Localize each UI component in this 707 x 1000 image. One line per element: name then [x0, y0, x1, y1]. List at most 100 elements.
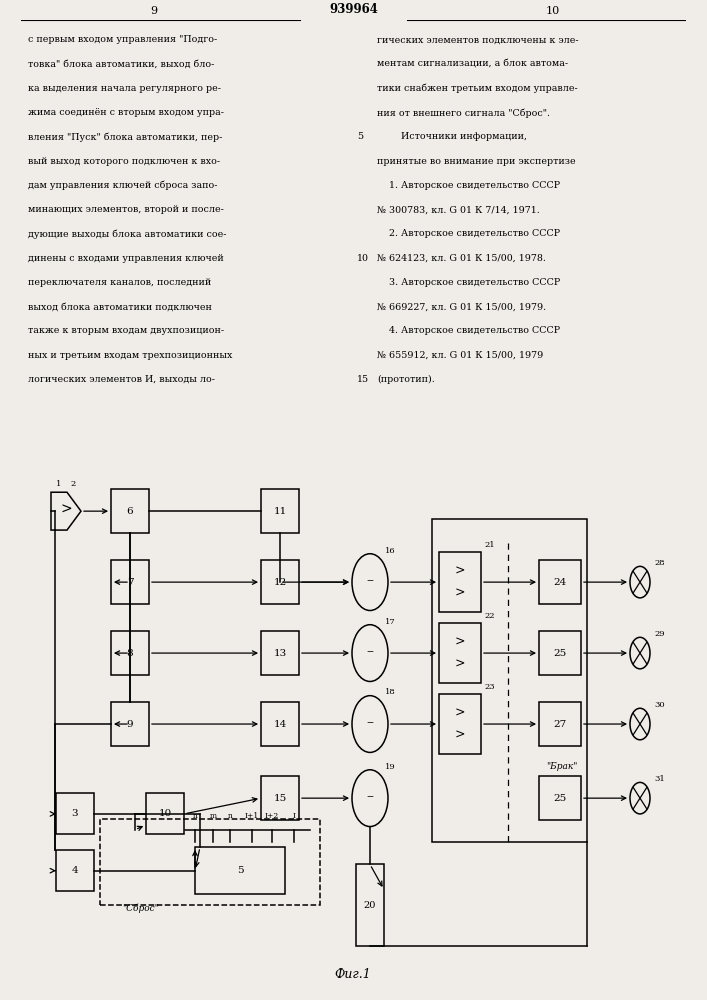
Bar: [111, 631, 149, 675]
Bar: [539, 560, 581, 604]
Text: 10: 10: [158, 809, 172, 818]
Text: 10: 10: [357, 254, 369, 263]
Text: >: >: [455, 587, 465, 600]
Text: I+2: I+2: [265, 812, 279, 820]
Bar: [539, 702, 581, 746]
Text: жима соединён с вторым входом упра-: жима соединён с вторым входом упра-: [28, 108, 224, 117]
Text: >: >: [60, 503, 72, 517]
Text: n: n: [228, 812, 233, 820]
Text: 22: 22: [484, 612, 494, 620]
Text: ка выделения начала регулярного ре-: ка выделения начала регулярного ре-: [28, 84, 221, 93]
Text: (прототип).: (прототип).: [377, 375, 435, 384]
Text: № 669227, кл. G 01 К 15/00, 1979.: № 669227, кл. G 01 К 15/00, 1979.: [377, 302, 546, 311]
Bar: [56, 850, 94, 891]
Text: 21: 21: [484, 541, 495, 549]
Text: с первым входом управления "Подго-: с первым входом управления "Подго-: [28, 35, 217, 44]
Text: 15: 15: [274, 794, 286, 803]
Text: 20: 20: [364, 901, 376, 910]
Text: 1. Авторское свидетельство СССР: 1. Авторское свидетельство СССР: [377, 181, 560, 190]
Bar: [539, 631, 581, 675]
Text: 14: 14: [274, 720, 286, 729]
Text: 10: 10: [546, 6, 560, 16]
Text: "Сброс": "Сброс": [122, 904, 158, 913]
Text: –: –: [366, 574, 373, 588]
Text: 16: 16: [385, 547, 395, 555]
Bar: [195, 847, 285, 894]
Text: 5: 5: [357, 132, 363, 141]
Text: 9: 9: [151, 6, 158, 16]
Text: ных и третьим входам трехпозиционных: ных и третьим входам трехпозиционных: [28, 351, 232, 360]
Text: 27: 27: [554, 720, 566, 729]
Text: –: –: [366, 645, 373, 658]
Text: 3. Авторское свидетельство СССР: 3. Авторское свидетельство СССР: [377, 278, 560, 287]
Text: 2. Авторское свидетельство СССР: 2. Авторское свидетельство СССР: [377, 229, 560, 238]
Bar: [261, 702, 299, 746]
Text: вления "Пуск" блока автоматики, пер-: вления "Пуск" блока автоматики, пер-: [28, 132, 222, 142]
Bar: [111, 702, 149, 746]
Text: ментам сигнализации, а блок автома-: ментам сигнализации, а блок автома-: [377, 60, 568, 69]
Text: дующие выходы блока автоматики сое-: дующие выходы блока автоматики сое-: [28, 229, 226, 239]
Text: 13: 13: [274, 649, 286, 658]
Bar: [146, 793, 184, 834]
Text: 17: 17: [385, 618, 395, 626]
Text: ния от внешнего сигнала "Сброс".: ния от внешнего сигнала "Сброс".: [377, 108, 550, 118]
Text: Источники информации,: Источники информации,: [377, 132, 527, 141]
Text: 12: 12: [274, 578, 286, 587]
Text: 19: 19: [385, 763, 395, 771]
Text: >: >: [455, 706, 465, 720]
Text: № 655912, кл. G 01 К 15/00, 1979: № 655912, кл. G 01 К 15/00, 1979: [377, 351, 543, 360]
Bar: [432, 519, 587, 842]
Text: товка" блока автоматики, выход бло-: товка" блока автоматики, выход бло-: [28, 60, 214, 69]
Text: динены с входами управления ключей: динены с входами управления ключей: [28, 254, 223, 263]
Text: 29: 29: [654, 630, 665, 638]
Text: 9: 9: [127, 720, 134, 729]
Text: 31: 31: [654, 775, 665, 783]
Bar: [100, 819, 320, 905]
Text: 28: 28: [654, 559, 665, 567]
Text: 30: 30: [654, 701, 665, 709]
Bar: [356, 864, 384, 946]
Text: вый выход которого подключен к вхо-: вый выход которого подключен к вхо-: [28, 157, 220, 166]
Bar: [439, 623, 481, 683]
Text: 4. Авторское свидетельство СССР: 4. Авторское свидетельство СССР: [377, 326, 560, 335]
Text: № 300783, кл. G 01 К 7/14, 1971.: № 300783, кл. G 01 К 7/14, 1971.: [377, 205, 539, 214]
Text: 25: 25: [554, 794, 566, 803]
Text: 2: 2: [71, 480, 76, 488]
Bar: [261, 631, 299, 675]
Text: принятые во внимание при экспертизе: принятые во внимание при экспертизе: [377, 157, 575, 166]
Text: 7: 7: [127, 578, 134, 587]
Bar: [261, 776, 299, 820]
Text: гических элементов подключены к эле-: гических элементов подключены к эле-: [377, 35, 578, 44]
Text: 6: 6: [127, 507, 134, 516]
Text: переключателя каналов, последний: переключателя каналов, последний: [28, 278, 211, 287]
Bar: [111, 489, 149, 533]
Text: выход блока автоматики подключен: выход блока автоматики подключен: [28, 302, 211, 311]
Text: I: I: [293, 812, 296, 820]
Text: >: >: [455, 565, 465, 578]
Bar: [56, 793, 94, 834]
Text: Фиг.1: Фиг.1: [334, 968, 371, 981]
Text: 23: 23: [484, 683, 495, 691]
Text: 5: 5: [237, 866, 243, 875]
Text: –: –: [366, 715, 373, 729]
Text: № 624123, кл. G 01 К 15/00, 1978.: № 624123, кл. G 01 К 15/00, 1978.: [377, 254, 546, 263]
Text: n: n: [192, 812, 197, 820]
Text: также к вторым входам двухпозицион-: также к вторым входам двухпозицион-: [28, 326, 224, 335]
Text: логических элементов И, выходы ло-: логических элементов И, выходы ло-: [28, 375, 215, 384]
Bar: [539, 776, 581, 820]
Text: 4: 4: [71, 866, 78, 875]
Text: тики снабжен третьим входом управле-: тики снабжен третьим входом управле-: [377, 84, 578, 93]
Bar: [261, 560, 299, 604]
Text: 18: 18: [385, 688, 395, 696]
Bar: [439, 694, 481, 754]
Text: I+1: I+1: [245, 812, 259, 820]
Text: 3: 3: [71, 809, 78, 818]
Text: 8: 8: [127, 649, 134, 658]
Text: "Брак": "Брак": [547, 762, 578, 771]
Text: >: >: [455, 636, 465, 649]
Text: 1: 1: [57, 480, 62, 488]
Text: 25: 25: [554, 649, 566, 658]
Text: 939964: 939964: [329, 3, 378, 16]
Bar: [261, 489, 299, 533]
Text: дам управления ключей сброса запо-: дам управления ключей сброса запо-: [28, 181, 217, 190]
